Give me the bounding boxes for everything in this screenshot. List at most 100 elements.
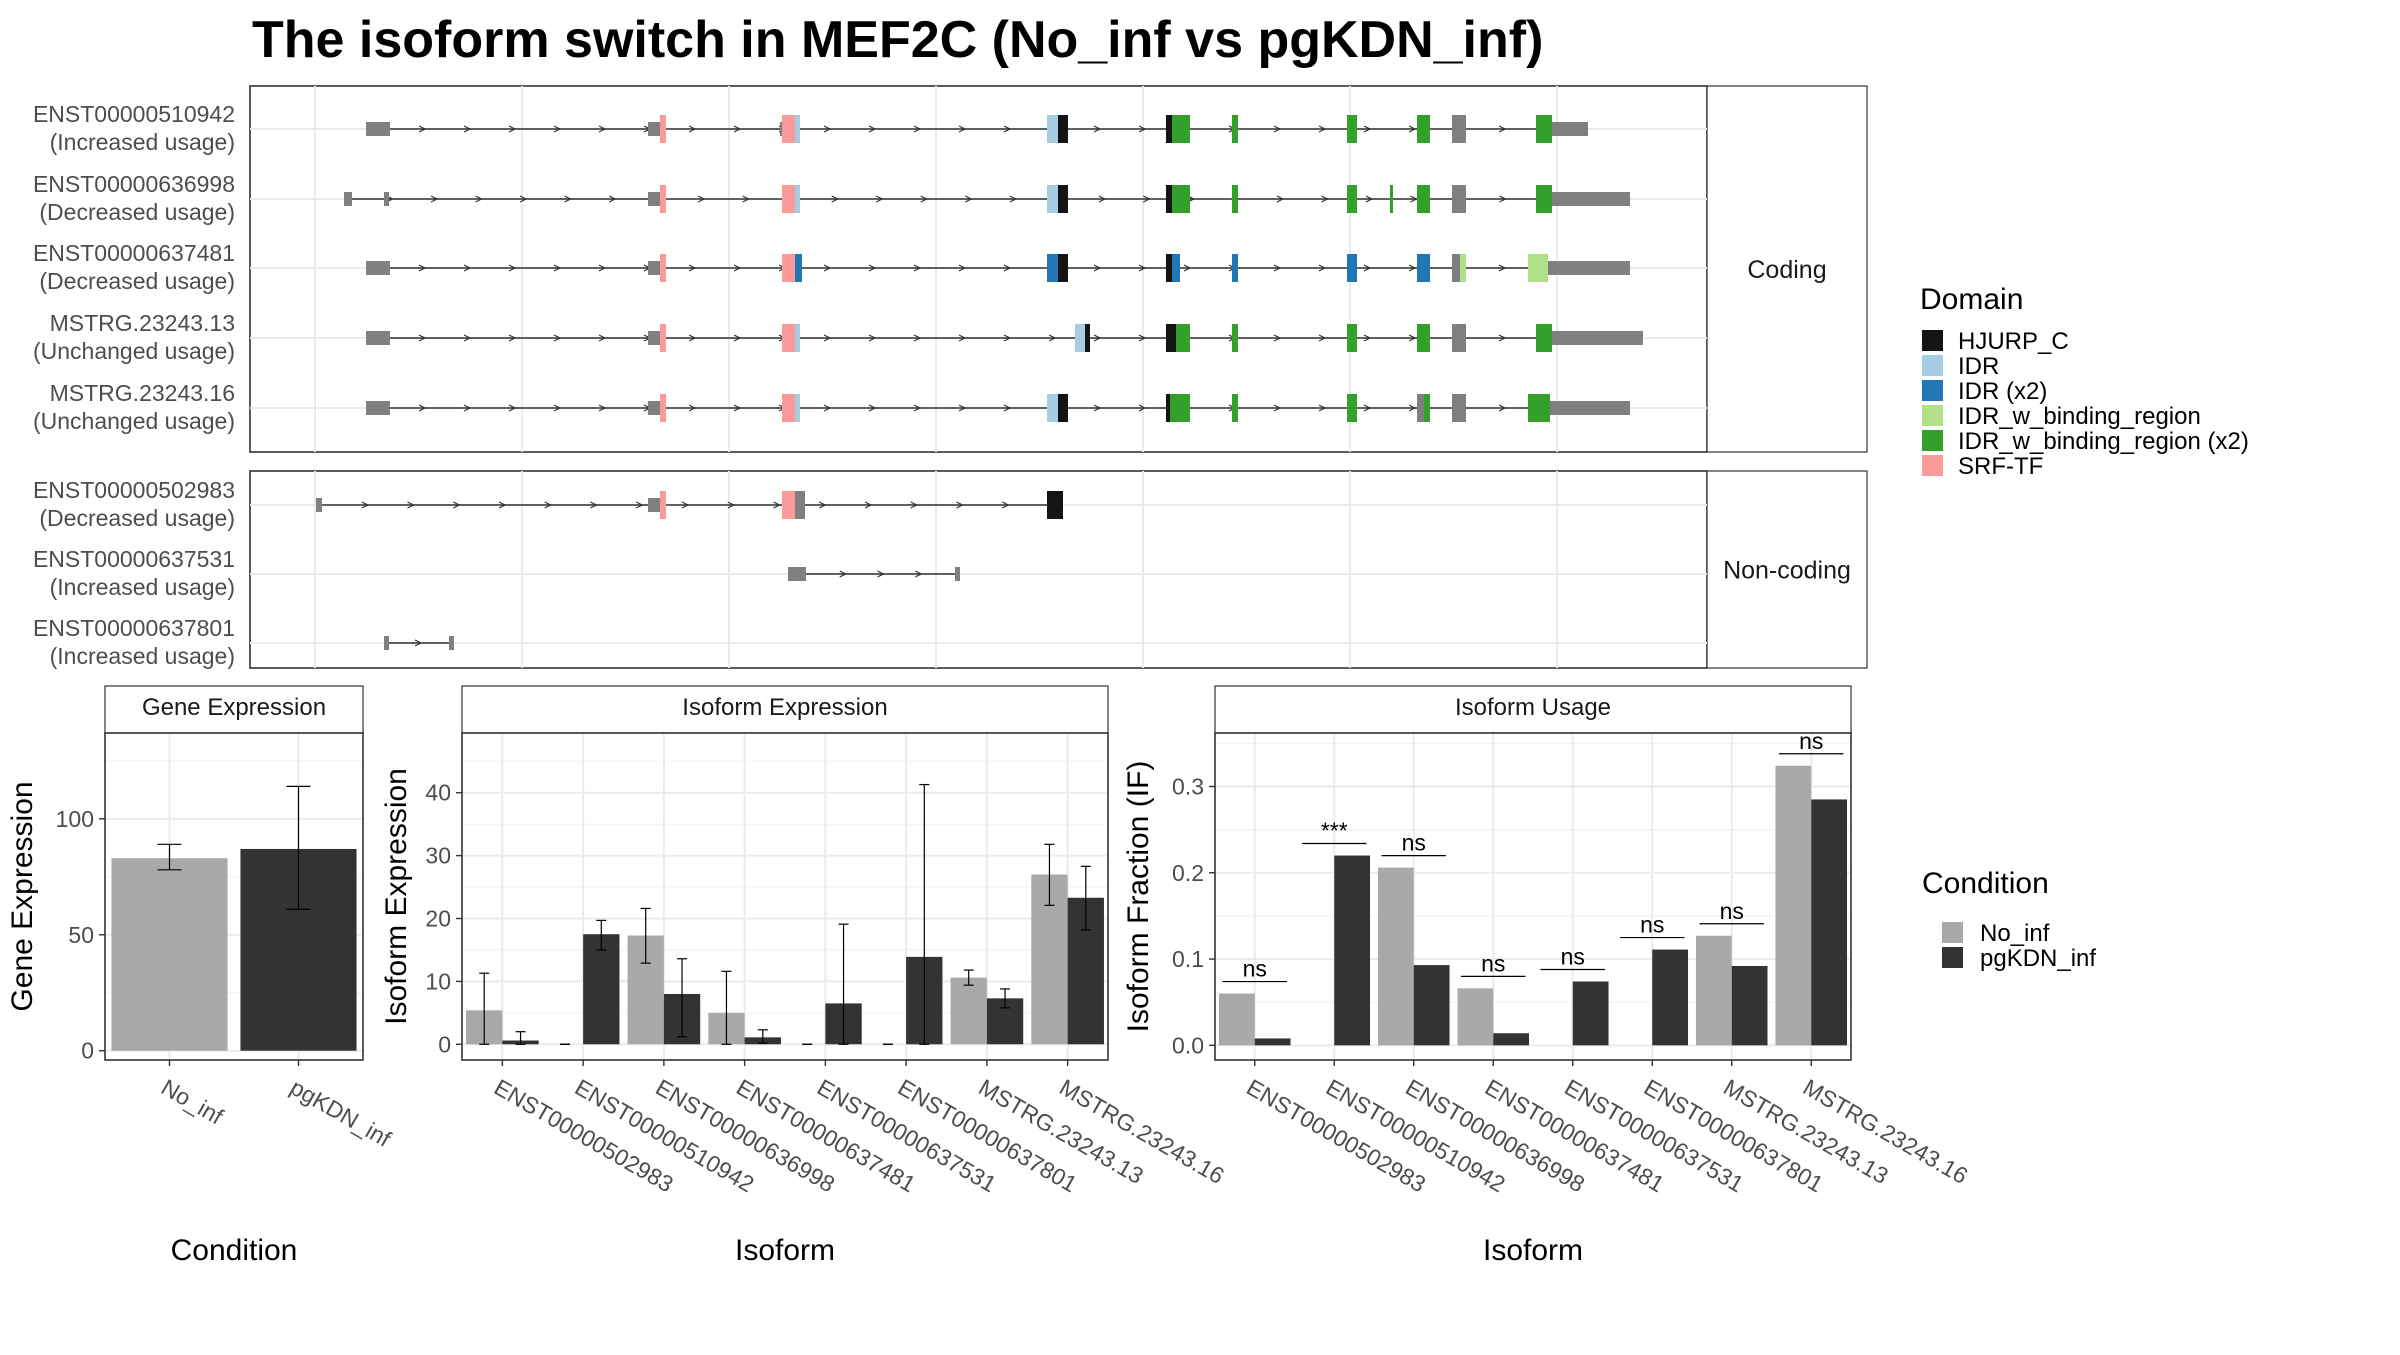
transcript-usage-label: (Unchanged usage) — [33, 408, 235, 434]
intron-direction-arrow — [1143, 195, 1151, 203]
y-tick-label: 0 — [438, 1031, 451, 1057]
exon-block — [955, 567, 960, 581]
domain-block — [1058, 394, 1068, 422]
condition-legend-label: No_inf — [1980, 920, 2050, 947]
facet-strip — [104, 685, 364, 734]
y-axis-title: Isoform Expression — [380, 768, 413, 1025]
intron-direction-arrow — [463, 334, 472, 342]
intron-direction-arrow — [727, 501, 736, 509]
intron-direction-arrow — [452, 501, 461, 509]
domain-block — [1536, 324, 1552, 352]
coding-strip — [1706, 85, 1868, 453]
intron-direction-arrow — [1003, 334, 1012, 342]
domain-block — [1176, 324, 1190, 352]
intron-direction-arrow — [913, 264, 922, 272]
domain-block — [1075, 324, 1085, 352]
bar — [1572, 981, 1609, 1046]
domain-block — [795, 491, 805, 519]
intron-direction-arrow — [1093, 334, 1102, 342]
domain-legend-key — [1922, 380, 1943, 401]
intron-direction-arrow — [1003, 404, 1012, 412]
domain-block — [1424, 394, 1430, 422]
domain-block — [1536, 185, 1552, 213]
domain-block — [660, 185, 666, 213]
condition-legend-title: Condition — [1922, 867, 2049, 900]
intron-direction-arrow — [742, 195, 751, 203]
intron-direction-arrow — [1273, 334, 1282, 342]
intron-direction-arrow — [868, 404, 877, 412]
exon-block — [648, 261, 660, 275]
transcript-id-label: MSTRG.23243.16 — [50, 380, 235, 406]
condition-legend-key — [1942, 947, 1963, 968]
exon-block — [1452, 185, 1466, 213]
intron-direction-arrow — [868, 264, 877, 272]
domain-block — [660, 254, 666, 282]
domain-block — [1172, 254, 1180, 282]
domain-legend-key — [1922, 430, 1943, 451]
domain-block — [795, 185, 800, 213]
intron-direction-arrow — [733, 404, 742, 412]
domain-block — [795, 115, 800, 143]
intron-direction-arrow — [688, 125, 697, 133]
domain-block — [1536, 115, 1552, 143]
y-tick-label: 0.1 — [1172, 946, 1204, 972]
intron-direction-arrow — [1498, 125, 1507, 133]
intron-direction-arrow — [418, 264, 427, 272]
plot-panel-border — [461, 732, 1109, 1061]
exon-block — [384, 636, 389, 650]
transcript-usage-label: (Unchanged usage) — [33, 338, 235, 364]
intron-direction-arrow — [553, 125, 562, 133]
intron-direction-arrow — [598, 334, 607, 342]
y-tick-label: 30 — [425, 843, 451, 869]
domain-block — [1058, 185, 1068, 213]
intron-direction-arrow — [564, 195, 572, 203]
domain-block — [1166, 185, 1172, 213]
bar — [950, 977, 987, 1045]
domain-block — [795, 394, 800, 422]
figure-title: The isoform switch in MEF2C (No_inf vs p… — [252, 11, 1543, 69]
transcript-id-label: ENST00000510942 — [33, 101, 235, 127]
intron-direction-arrow — [914, 570, 923, 578]
intron-direction-arrow — [508, 125, 517, 133]
y-tick-label: 40 — [425, 780, 451, 806]
intron-direction-arrow — [733, 125, 742, 133]
exon-block — [384, 192, 389, 206]
domain-block — [782, 185, 795, 213]
intron-direction-arrow — [598, 125, 607, 133]
intron-direction-arrow — [831, 195, 840, 203]
domain-block — [660, 491, 666, 519]
intron-direction-arrow — [498, 501, 507, 509]
domain-legend-title: Domain — [1920, 283, 2023, 316]
intron-direction-arrow — [823, 334, 832, 342]
intron-direction-arrow — [1363, 404, 1372, 412]
domain-legend-label: IDR — [1958, 353, 1999, 380]
y-axis-title: Isoform Fraction (IF) — [1122, 761, 1155, 1033]
intron-direction-arrow — [958, 334, 967, 342]
transcript-usage-label: (Increased usage) — [50, 574, 235, 600]
domain-legend-label: IDR (x2) — [1958, 378, 2047, 405]
y-tick-label: 100 — [56, 806, 94, 832]
intron-direction-arrow — [1321, 195, 1329, 203]
bar — [1811, 799, 1848, 1046]
domain-block — [782, 324, 795, 352]
domain-block — [1232, 185, 1238, 213]
bar — [1218, 993, 1255, 1046]
intron-direction-arrow — [590, 501, 598, 509]
intron-direction-arrow — [553, 264, 562, 272]
significance-label: ns — [1720, 898, 1744, 924]
exon-block — [316, 498, 322, 512]
domain-legend-label: IDR_w_binding_region — [1958, 403, 2201, 430]
noncoding-strip-label: Non-coding — [1723, 557, 1851, 585]
intron-direction-arrow — [608, 195, 617, 203]
plot-panel-border — [104, 732, 364, 1061]
facet-strip-title: Isoform Usage — [1455, 694, 1611, 721]
y-tick-label: 50 — [68, 922, 94, 948]
domain-block — [660, 394, 666, 422]
intron-direction-arrow — [1318, 404, 1327, 412]
bar — [1457, 988, 1494, 1046]
intron-direction-arrow — [868, 125, 877, 133]
exon-block — [648, 401, 660, 415]
bar — [1377, 867, 1414, 1046]
